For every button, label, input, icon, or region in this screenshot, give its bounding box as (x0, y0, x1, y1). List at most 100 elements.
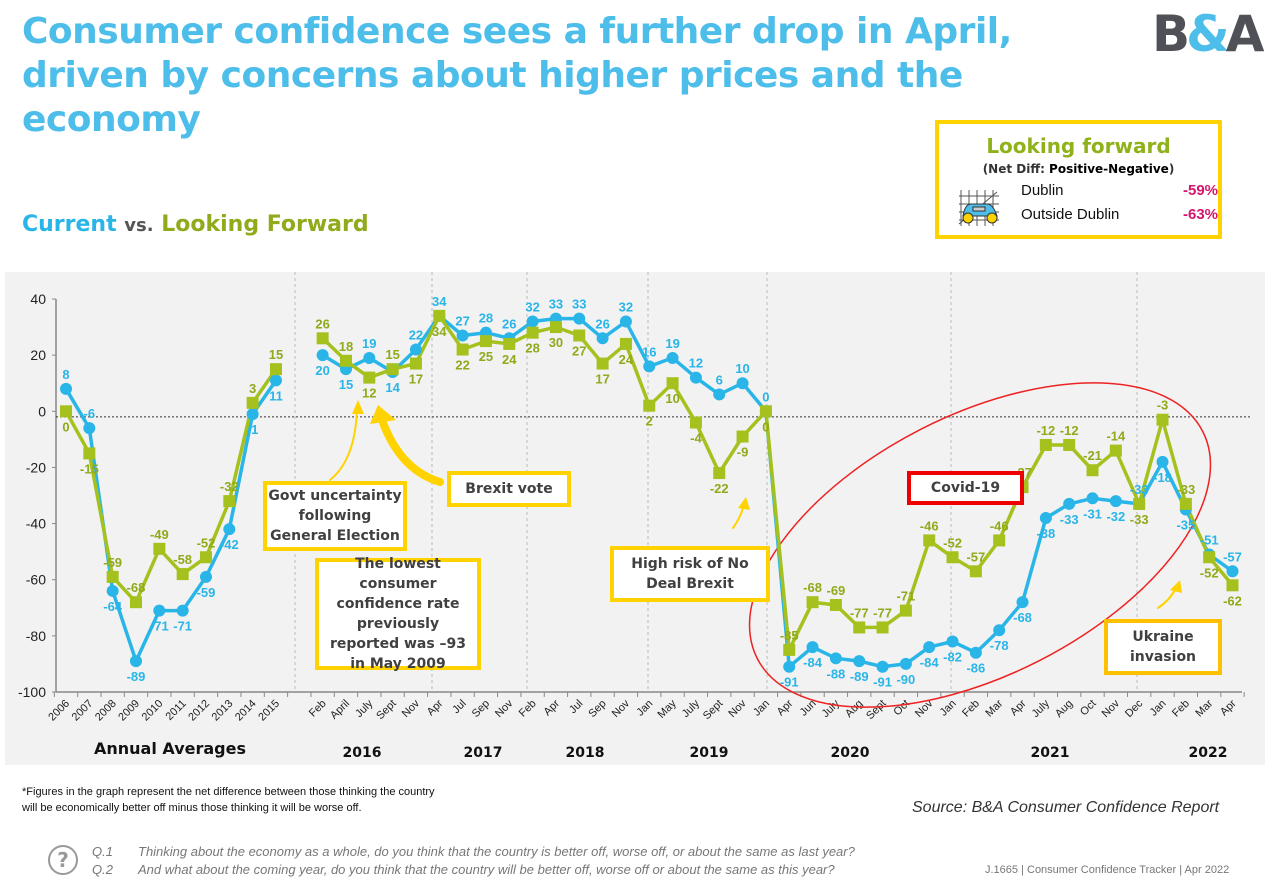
x-tick-label: 2013 (210, 698, 236, 724)
forward-data-label: 17 (595, 372, 609, 387)
current-point (1086, 492, 1099, 505)
current-data-label: -68 (1013, 610, 1032, 625)
x-tick-label: 2009 (116, 698, 142, 724)
x-tick-label: Jan (1148, 698, 1169, 719)
current-point (526, 315, 539, 328)
x-tick-label: July (820, 697, 843, 720)
annotation-no-deal-brexit: High risk of No Deal Brexit (610, 546, 770, 602)
forward-data-label: 18 (339, 339, 353, 354)
current-data-label: -31 (1083, 506, 1102, 521)
current-data-label: 10 (735, 361, 749, 376)
current-data-label: -51 (1200, 532, 1219, 547)
net-diff-note: (Net Diff: Positive-Negative) (939, 162, 1218, 176)
forward-point (876, 621, 889, 634)
current-point (923, 641, 936, 654)
current-data-label: -18 (1153, 470, 1172, 485)
annotation-ukraine: Ukraine invasion (1104, 619, 1222, 675)
y-tick-label: -40 (26, 516, 46, 532)
x-tick-label: Jul (567, 698, 585, 716)
x-tick-label: 2014 (233, 698, 259, 724)
x-tick-label: Nov (493, 697, 516, 720)
looking-forward-title: Looking forward (986, 134, 1171, 158)
annotation-lowest-rate: The lowest consumer confidence rate prev… (315, 556, 481, 672)
current-point (689, 371, 702, 384)
forward-data-label: -33 (1130, 512, 1149, 527)
current-data-label: 20 (315, 363, 329, 378)
x-tick-label: Sep (586, 698, 608, 720)
forward-data-label: 24 (619, 352, 634, 367)
current-data-label: -33 (1060, 512, 1079, 527)
forward-data-label: 3 (249, 381, 256, 396)
current-point (316, 349, 329, 362)
current-point (456, 329, 469, 342)
current-data-label: -89 (850, 669, 869, 684)
car-chart-icon (958, 190, 999, 226)
x-tick-label: 2012 (186, 698, 212, 724)
forward-data-label: 34 (432, 324, 447, 339)
forward-data-label: -32 (220, 479, 239, 494)
forward-point (503, 337, 516, 350)
current-data-label: -42 (220, 537, 239, 552)
forward-data-label: -59 (103, 555, 122, 570)
q1-number: Q.1 (92, 844, 113, 859)
covid-highlight-ellipse (748, 382, 1212, 708)
x-tick-label: Feb (960, 698, 982, 720)
current-data-label: -57 (1223, 549, 1242, 564)
forward-point (899, 604, 912, 617)
x-tick-label: Nov (726, 697, 749, 720)
forward-data-label: -52 (1200, 565, 1219, 580)
x-tick-label: 2007 (70, 698, 96, 724)
x-tick-label: 2008 (93, 698, 119, 724)
current-data-label: -6 (84, 406, 96, 421)
current-point (176, 604, 189, 617)
x-tick-label: Sept (701, 698, 725, 722)
x-tick-label: Mar (1193, 697, 1215, 719)
forward-data-label: -33 (1176, 482, 1195, 497)
footnote-line-1: *Figures in the graph represent the net … (22, 786, 435, 798)
forward-point (363, 371, 376, 384)
current-data-label: -35 (1176, 518, 1195, 533)
y-tick-label: 0 (38, 403, 46, 419)
forward-data-label: -58 (173, 552, 192, 567)
current-point (60, 382, 72, 395)
current-data-label: 14 (385, 380, 400, 395)
group-label: 2022 (1189, 745, 1228, 761)
x-tick-label: Apr (1008, 697, 1029, 718)
x-tick-label: Feb (517, 698, 539, 720)
group-label: 2017 (464, 745, 503, 761)
current-data-label: 6 (716, 372, 723, 387)
forward-data-label: -77 (873, 605, 892, 620)
current-point (969, 646, 982, 659)
forward-point (666, 377, 679, 390)
forward-data-label: 25 (479, 349, 493, 364)
current-data-label: 27 (455, 313, 469, 328)
forward-data-label: 2 (646, 414, 653, 429)
forward-point (339, 354, 352, 367)
current-data-label: -32 (1106, 509, 1125, 524)
x-tick-label: Aug (843, 698, 865, 720)
y-tick-label: -100 (18, 684, 46, 700)
dublin-label: Dublin (1021, 182, 1064, 199)
x-tick-label: Sept (374, 698, 398, 722)
legend-forward: Looking Forward (161, 212, 369, 237)
annotation-covid: Covid-19 (907, 471, 1024, 505)
current-data-label: 28 (479, 311, 493, 326)
forward-point (1179, 497, 1192, 510)
x-tick-label: Sept (864, 698, 888, 722)
annotation-brexit-vote: Brexit vote (447, 471, 571, 507)
forward-point (643, 399, 656, 412)
net-diff-suffix: ) (1168, 162, 1175, 176)
series-legend: Current vs. Looking Forward (22, 212, 369, 237)
current-data-label: -90 (896, 672, 915, 687)
forward-data-label: 10 (665, 391, 679, 406)
forward-data-label: 27 (572, 343, 586, 358)
current-data-label: 26 (595, 316, 609, 331)
x-tick-label: Apr (775, 697, 796, 718)
forward-point (829, 598, 842, 611)
forward-point (923, 534, 936, 547)
current-data-label: -82 (943, 649, 962, 664)
forward-point (1039, 438, 1052, 451)
forward-point (1156, 413, 1169, 426)
current-data-label: -1 (247, 422, 259, 437)
